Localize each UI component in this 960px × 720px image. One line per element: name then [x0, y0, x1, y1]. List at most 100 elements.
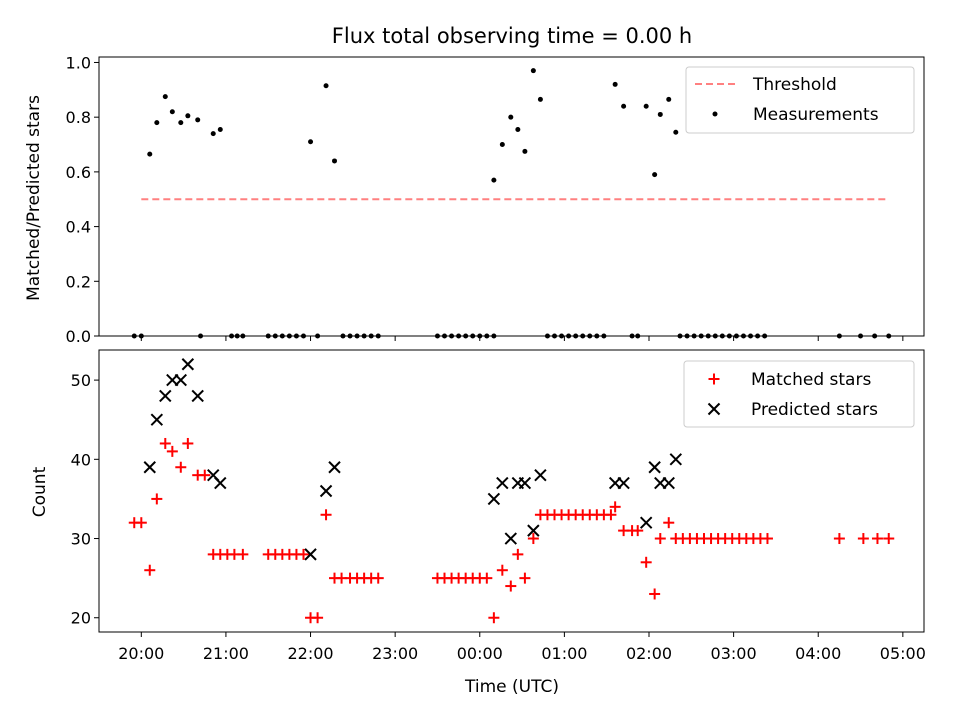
matched-point: [519, 572, 531, 584]
bottom-x-tick-label: 22:00: [287, 644, 333, 663]
top-legend: Threshold Measurements: [685, 66, 915, 134]
bottom-y-axis-label: Count: [30, 466, 50, 517]
legend-predicted-swatch: [707, 402, 721, 416]
matched-point: [833, 533, 845, 545]
bottom-y-tick-label: 40: [71, 450, 91, 469]
matched-point: [182, 437, 194, 449]
matched-point: [857, 533, 869, 545]
matched-point: [481, 572, 493, 584]
measurement-point: [666, 96, 672, 102]
measurement-point: [178, 120, 184, 126]
top-plot-area: 0.0 0.2 0.4 0.6 0.8 1.0: [66, 53, 925, 346]
legend-matched-swatch: [708, 373, 720, 385]
predicted-point-b: [518, 476, 532, 490]
predicted-point-b: [143, 461, 156, 474]
predicted-point: [143, 461, 156, 474]
predicted-point-b: [534, 468, 547, 482]
predicted-point-b: [617, 476, 630, 490]
measurement-point: [530, 68, 536, 74]
matched-point: [527, 533, 539, 545]
predicted-point-b: [159, 389, 172, 403]
bottom-x-tick-label: 04:00: [795, 644, 841, 663]
predicted-point: [150, 413, 164, 426]
matched-point: [199, 469, 211, 481]
bottom-x-tick-label: 23:00: [372, 644, 418, 663]
top-plot-frame: [98, 56, 925, 337]
matched-point: [512, 548, 524, 560]
predicted-point-b: [181, 358, 195, 371]
predicted-point-b: [527, 524, 540, 537]
measurement-point: [508, 114, 514, 120]
bottom-x-tick-label: 21:00: [203, 644, 249, 663]
bottom-y-tick-label: 50: [71, 371, 91, 390]
bottom-x-tick-label: 00:00: [457, 644, 503, 663]
bottom-x-tick-label: 01:00: [541, 644, 587, 663]
matched-point: [883, 533, 895, 545]
measurement-point: [323, 83, 329, 89]
predicted-point-b: [328, 461, 341, 474]
legend-measurements-swatch: [712, 111, 718, 117]
bottom-x-tick-label: 02:00: [626, 644, 672, 663]
matched-point: [496, 564, 508, 576]
predicted-point: [181, 358, 195, 371]
predicted-point: [304, 548, 317, 561]
legend-x-marker-b: [707, 402, 721, 416]
top-y-tick-label: 0.2: [66, 272, 91, 291]
bottom-x-tick-label: 05:00: [880, 644, 926, 663]
legend-predicted-label: Predicted stars: [751, 400, 878, 420]
predicted-point-b: [496, 476, 509, 490]
predicted-point-b: [639, 516, 653, 529]
predicted-point-b: [304, 548, 317, 561]
bottom-plot-frame: [98, 349, 925, 633]
legend-x-marker: [707, 402, 721, 416]
predicted-point: [518, 476, 532, 490]
top-y-tick-label: 0.6: [66, 163, 91, 182]
matched-point: [609, 501, 621, 513]
matched-point: [166, 445, 178, 457]
top-y-axis-label: Matched/Predicted stars: [24, 95, 44, 301]
predicted-point: [487, 492, 501, 506]
predicted-point: [174, 373, 188, 387]
measurement-point: [657, 111, 663, 117]
top-y-tick-label: 0.0: [66, 327, 91, 346]
top-legend-box: [685, 66, 915, 134]
predicted-point-b: [669, 453, 683, 466]
measurement-point: [612, 81, 618, 87]
measurement-point: [195, 117, 201, 123]
bottom-x-tick-label: 03:00: [711, 644, 757, 663]
matched-point: [320, 509, 332, 521]
bottom-y-tick-label: 30: [71, 530, 91, 549]
matched-point: [144, 564, 156, 576]
matched-point: [761, 533, 773, 545]
matched-point: [237, 548, 249, 560]
matched-point: [632, 525, 644, 537]
predicted-point: [159, 389, 172, 403]
measurement-point: [154, 120, 160, 126]
top-y-tick-label: 0.4: [66, 218, 91, 237]
predicted-point-b: [487, 492, 501, 506]
predicted-point: [214, 476, 227, 490]
measurement-point: [185, 113, 191, 119]
matched-point: [654, 533, 666, 545]
matched-point: [372, 572, 384, 584]
predicted-point-b: [191, 389, 204, 403]
matched-point: [297, 548, 309, 560]
top-chart-title: Flux total observing time = 0.00 h: [332, 24, 692, 48]
measurement-point: [491, 177, 497, 183]
measurement-point: [169, 109, 175, 115]
predicted-point: [191, 389, 204, 403]
bottom-y-tick-label: 20: [71, 609, 91, 628]
top-y-tick-label: 1.0: [66, 53, 91, 72]
predicted-point: [504, 532, 518, 545]
matched-point: [135, 517, 147, 529]
matched-point: [151, 493, 163, 505]
legend-measurements-label: Measurements: [753, 105, 879, 125]
predicted-point: [496, 476, 509, 490]
predicted-point-b: [174, 373, 188, 387]
matched-point: [505, 580, 517, 592]
measurement-point: [147, 151, 153, 157]
legend-matched-label: Matched stars: [751, 370, 871, 390]
predicted-point: [617, 476, 630, 490]
measurement-point: [652, 172, 658, 178]
